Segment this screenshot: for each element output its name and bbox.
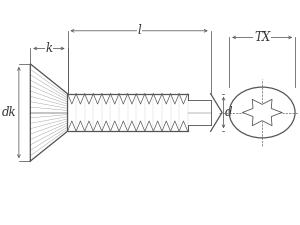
Text: TX: TX [254, 31, 270, 44]
Polygon shape [30, 64, 68, 161]
Text: dk: dk [2, 106, 16, 119]
Text: l: l [137, 24, 141, 37]
Text: k: k [45, 42, 52, 55]
Polygon shape [188, 100, 211, 125]
Text: d: d [225, 106, 232, 119]
Polygon shape [211, 94, 222, 131]
Polygon shape [242, 99, 282, 126]
Polygon shape [68, 94, 188, 131]
